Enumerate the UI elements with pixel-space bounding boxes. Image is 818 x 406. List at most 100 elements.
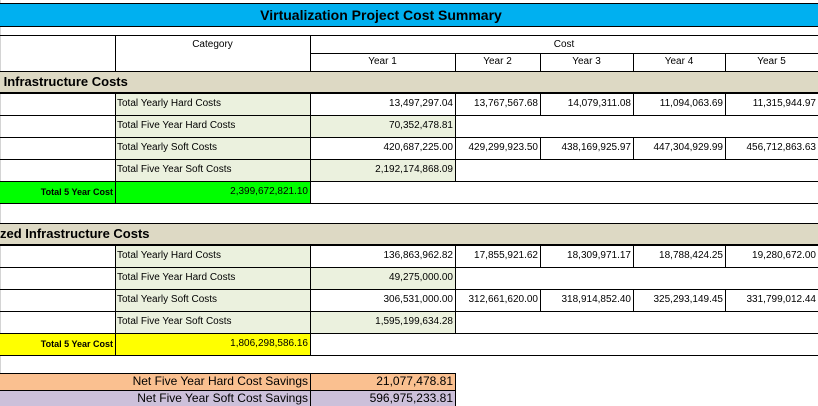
s1-row-1-year4[interactable]: 11,094,063.69 [659,98,723,109]
year1-fill [310,159,455,181]
s2-row-2-year1[interactable]: 49,275,000.00 [389,272,453,283]
s1-row-3-year5[interactable]: 456,712,863.63 [746,142,816,153]
s1-row-1-year2[interactable]: 13,767,567.68 [474,98,538,109]
s1-row-3-label[interactable]: Total Yearly Soft Costs [117,142,218,153]
border [725,289,726,311]
category-header[interactable]: Category [192,39,233,50]
s1-row-2-label[interactable]: Total Five Year Hard Costs [117,120,236,131]
header-top-border [0,35,818,36]
page-title[interactable]: Virtualization Project Cost Summary [260,7,502,23]
border [455,245,456,333]
section-2-title[interactable]: zed Infrastructure Costs [0,226,150,241]
s2-row-1-label[interactable]: Total Yearly Hard Costs [117,250,221,261]
soft-savings-value[interactable]: 596,975,233.81 [369,391,453,405]
year1-fill [310,267,455,289]
border [0,245,818,246]
border [540,245,541,267]
s1-total-label[interactable]: Total 5 Year Cost [40,187,113,197]
border [0,267,818,268]
year-2-header[interactable]: Year 2 [483,56,512,67]
s2-row-4-year1[interactable]: 1,595,199,634.28 [375,316,453,327]
s1-row-4-year1[interactable]: 2,192,174,868.09 [375,164,453,175]
border [0,115,818,116]
border [633,137,634,159]
s1-row-1-year1[interactable]: 13,497,297.04 [389,98,453,109]
s2-row-4-label[interactable]: Total Five Year Soft Costs [117,316,232,327]
border [540,53,541,71]
border [115,35,116,71]
s1-row-1-year3[interactable]: 14,079,311.08 [567,98,631,109]
border [0,203,818,204]
border [310,93,311,203]
border [455,373,456,406]
s2-row-3-year2[interactable]: 312,661,620.00 [468,294,538,305]
s2-total-value[interactable]: 1,806,298,586.16 [230,338,308,349]
s1-row-3-year3[interactable]: 438,169,925.97 [561,142,631,153]
border [0,373,455,374]
border [633,53,634,71]
soft-savings-label[interactable]: Net Five Year Soft Cost Savings [137,391,308,405]
section-1-title[interactable]: Infrastructure Costs [0,74,128,89]
s2-row-3-year5[interactable]: 331,799,012.44 [746,294,816,305]
s2-row-3-year1[interactable]: 306,531,000.00 [383,294,453,305]
s2-row-2-label[interactable]: Total Five Year Hard Costs [117,272,236,283]
year-3-header[interactable]: Year 3 [572,56,601,67]
border [310,35,311,71]
s1-row-3-year2[interactable]: 429,299,923.50 [468,142,538,153]
border [0,311,818,312]
s2-row-1-year1[interactable]: 136,863,962.82 [383,250,453,261]
s2-row-3-year4[interactable]: 325,293,149.45 [653,294,723,305]
hard-savings-value[interactable]: 21,077,478.81 [376,374,453,388]
s1-row-1-label[interactable]: Total Yearly Hard Costs [117,98,221,109]
border [455,93,456,181]
s2-row-1-year2[interactable]: 17,855,921.62 [474,250,538,261]
border [633,245,634,267]
s2-row-3-year3[interactable]: 318,914,852.40 [561,294,631,305]
s1-total-fill [0,181,310,203]
year1-fill [310,311,455,333]
soft-savings-fill [0,390,455,406]
s2-row-1-year4[interactable]: 18,788,424.25 [659,250,723,261]
s1-row-1-year5[interactable]: 11,315,944.97 [752,98,816,109]
year1-fill [310,115,455,137]
border [115,245,116,355]
s2-row-1-year3[interactable]: 18,309,971.17 [567,250,631,261]
s1-row-3-year4[interactable]: 447,304,929.99 [653,142,723,153]
border [633,289,634,311]
border [540,93,541,115]
border [0,93,818,94]
border [540,289,541,311]
border [540,137,541,159]
border [633,93,634,115]
border [725,137,726,159]
cost-header-underline [310,53,818,54]
border [0,333,818,334]
year-5-header[interactable]: Year 5 [757,56,786,67]
border [0,137,818,138]
border [115,93,116,203]
border [0,181,818,182]
s1-total-value[interactable]: 2,399,672,821.10 [230,186,308,197]
border [0,159,818,160]
s1-row-4-label[interactable]: Total Five Year Soft Costs [117,164,232,175]
cost-header[interactable]: Cost [553,39,575,50]
section-2-band [0,223,818,245]
border [310,373,311,406]
border [725,245,726,267]
s1-row-3-year1[interactable]: 420,687,225.00 [383,142,453,153]
border [725,93,726,115]
border [0,355,818,356]
year-4-header[interactable]: Year 4 [664,56,694,67]
s2-row-1-year5[interactable]: 19,280,672.00 [752,250,816,261]
year-1-header[interactable]: Year 1 [368,56,397,67]
hard-savings-label[interactable]: Net Five Year Hard Cost Savings [132,374,308,388]
s2-total-label[interactable]: Total 5 Year Cost [40,339,113,349]
border [725,53,726,71]
section-1-band [0,71,818,93]
border [455,53,456,71]
hard-savings-fill [0,373,455,390]
s2-row-3-label[interactable]: Total Yearly Soft Costs [117,294,218,305]
border [0,390,455,391]
s1-row-2-year1[interactable]: 70,352,478.81 [389,120,453,131]
